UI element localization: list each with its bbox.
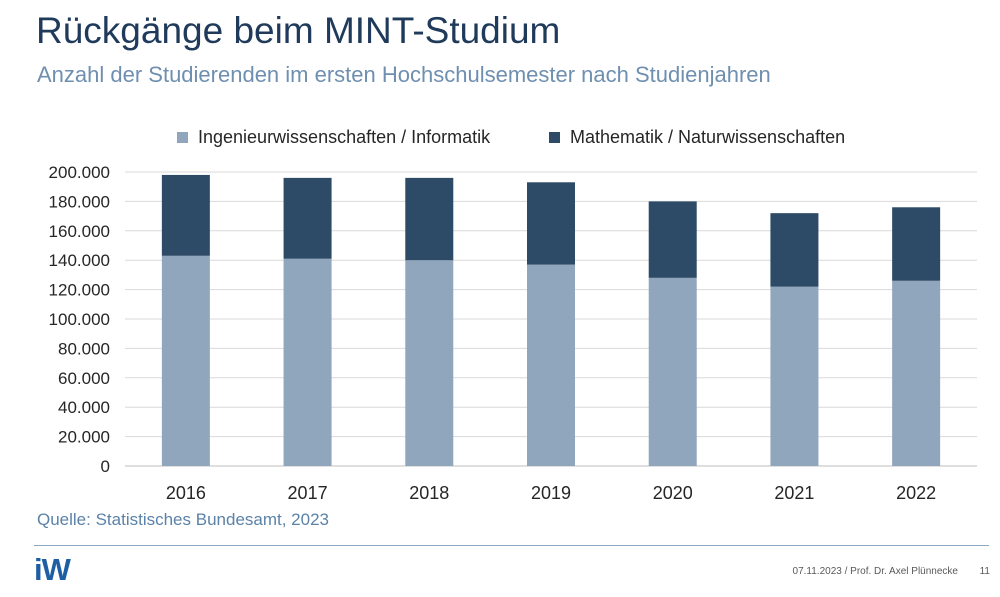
legend-item-mathematik: Mathematik / Naturwissenschaften — [549, 124, 845, 150]
chart-legend: Ingenieurwissenschaften / Informatik Mat… — [0, 124, 1000, 150]
x-tick-label: 2020 — [653, 483, 693, 503]
bar-mathematik-2018 — [405, 177, 454, 261]
source-note: Quelle: Statistisches Bundesamt, 2023 — [37, 510, 329, 529]
y-tick-label: 200.000 — [49, 163, 110, 182]
x-tick-label: 2021 — [774, 483, 814, 503]
y-tick-label: 100.000 — [49, 310, 110, 329]
bar-ingenieurwissenschaften-2017 — [283, 258, 332, 466]
y-tick-label: 0 — [101, 457, 110, 476]
legend-swatch-mathematik — [549, 131, 560, 143]
bar-ingenieurwissenschaften-2019 — [527, 264, 575, 466]
legend-label-mathematik: Mathematik / Naturwissenschaften — [570, 126, 846, 147]
page-number: 11 — [979, 566, 990, 577]
x-tick-label: 2017 — [288, 483, 328, 503]
bar-ingenieurwissenschaften-2022 — [892, 280, 941, 466]
page-subtitle: Anzahl der Studierenden im ersten Hochsc… — [37, 62, 771, 87]
x-tick-label: 2019 — [531, 483, 571, 503]
y-tick-label: 80.000 — [58, 339, 110, 358]
y-tick-label: 140.000 — [49, 251, 110, 270]
bar-ingenieurwissenschaften-2021 — [770, 286, 819, 466]
bar-ingenieurwissenschaften-2016 — [161, 255, 210, 466]
y-tick-label: 180.000 — [49, 192, 110, 211]
bar-mathematik-2019 — [527, 182, 575, 265]
bar-mathematik-2022 — [892, 207, 941, 281]
iw-logo: iW — [34, 552, 71, 587]
bar-mathematik-2017 — [283, 177, 332, 259]
stacked-bar-chart: 0 20.000 40.000 60.000 80.000 100.000 120.000 1… — [49, 163, 977, 503]
bar-mathematik-2016 — [161, 174, 210, 256]
bar-ingenieurwissenschaften-2020 — [648, 277, 697, 466]
x-tick-label: 2022 — [896, 483, 936, 503]
y-tick-label: 160.000 — [49, 222, 110, 241]
bar-ingenieurwissenschaften-2018 — [405, 260, 454, 466]
footer-date-author: 07.11.2023 / Prof. Dr. Axel Plünnecke — [792, 566, 958, 577]
legend-label-ingenieurwissenschaften: Ingenieurwissenschaften / Informatik — [198, 126, 491, 147]
y-tick-label: 120.000 — [49, 281, 110, 300]
bar-mathematik-2021 — [770, 213, 819, 287]
page-title: Rückgänge beim MINT-Studium — [36, 10, 561, 51]
footer-divider — [34, 545, 989, 546]
y-tick-label: 20.000 — [58, 428, 110, 447]
x-tick-label: 2018 — [409, 483, 449, 503]
x-tick-label: 2016 — [166, 483, 206, 503]
legend-swatch-ingenieurwissenschaften — [177, 131, 188, 143]
legend-item-ingenieurwissenschaften: Ingenieurwissenschaften / Informatik — [177, 124, 490, 150]
bar-mathematik-2020 — [648, 201, 697, 278]
y-tick-label: 40.000 — [58, 398, 110, 417]
y-tick-label: 60.000 — [58, 369, 110, 388]
